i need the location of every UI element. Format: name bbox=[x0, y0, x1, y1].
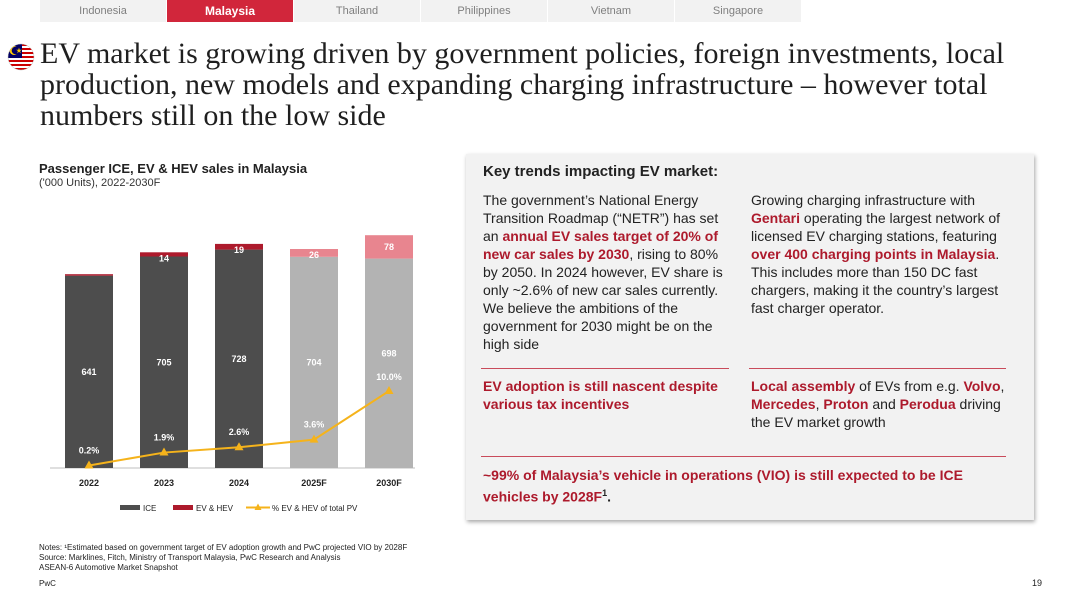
notes: Notes: ¹Estimated based on government ta… bbox=[39, 543, 407, 573]
chart-subtitle: ('000 Units), 2022-2030F bbox=[39, 177, 161, 189]
label-ev-2024: 19 bbox=[234, 245, 244, 255]
bar-ev-2023 bbox=[140, 252, 188, 257]
local-assembly-highlight: Local assembly bbox=[751, 378, 856, 394]
pct-marker-2024 bbox=[234, 442, 244, 451]
label-ev-2025F: 26 bbox=[309, 250, 319, 260]
country-tabs: Indonesia Malaysia Thailand Philippines … bbox=[40, 0, 802, 22]
bar-ice-2022 bbox=[65, 275, 113, 468]
bar-ev-2022 bbox=[65, 274, 113, 276]
label-ev-2023: 14 bbox=[159, 253, 169, 263]
bar-ev-2025F bbox=[290, 249, 338, 257]
bar-ice-2024 bbox=[215, 249, 263, 468]
tick-2025F: 2025F bbox=[301, 478, 327, 488]
tab-vietnam[interactable]: Vietnam bbox=[548, 0, 674, 22]
label-ice-2023: 705 bbox=[156, 357, 171, 367]
divider-bottom bbox=[481, 456, 1006, 457]
label-ice-2024: 728 bbox=[231, 354, 246, 364]
key-trends-panel: Key trends impacting EV market: The gove… bbox=[466, 154, 1034, 520]
local-assembly-paragraph: Local assembly of EVs from e.g. Volvo, M… bbox=[751, 377, 1011, 431]
ev-adoption-text: EV adoption is still nascent despite var… bbox=[483, 378, 718, 412]
pct-label-2030F: 10.0% bbox=[376, 372, 402, 382]
bar-ice-2023 bbox=[140, 256, 188, 468]
vio-statement: ~99% of Malaysia’s vehicle in operations… bbox=[483, 466, 1013, 506]
tick-2024: 2024 bbox=[229, 478, 249, 488]
label-ev-2022: 1 bbox=[86, 266, 91, 276]
volvo-highlight: Volvo bbox=[963, 378, 1001, 394]
label-ice-2025F: 704 bbox=[306, 357, 321, 367]
notes-line-1: Notes: ¹Estimated based on government ta… bbox=[39, 543, 408, 552]
key-trends-title: Key trends impacting EV market: bbox=[483, 163, 719, 180]
assembly-text-5: driving the EV market growth bbox=[751, 396, 1001, 430]
label-ice-2030F: 698 bbox=[381, 348, 396, 358]
charging-text-1: Growing charging infrastructure with bbox=[751, 192, 976, 208]
netr-text-2: , rising to 80% by 2050. In 2024 however… bbox=[483, 246, 723, 352]
proton-highlight: Proton bbox=[823, 396, 869, 412]
perodua-highlight: Perodua bbox=[899, 396, 956, 412]
tick-2023: 2023 bbox=[154, 478, 174, 488]
netr-paragraph: The government’s National Energy Transit… bbox=[483, 191, 735, 353]
tab-indonesia[interactable]: Indonesia bbox=[40, 0, 166, 22]
divider-right bbox=[749, 368, 1006, 369]
assembly-text-4: and bbox=[868, 396, 900, 412]
assembly-text-2: , bbox=[1000, 378, 1005, 394]
legend-label-pct: % EV & HEV of total PV bbox=[272, 504, 358, 513]
vio-text: ~99% of Malaysia’s vehicle in operations… bbox=[483, 467, 963, 505]
bar-ev-2030F bbox=[365, 235, 413, 259]
pct-marker-2022 bbox=[84, 460, 94, 469]
footer-brand: PwC bbox=[39, 579, 56, 588]
assembly-text-3: , bbox=[815, 396, 824, 412]
bar-ice-2030F bbox=[365, 258, 413, 468]
pct-marker-2030F bbox=[384, 386, 394, 394]
bar-ev-2024 bbox=[215, 243, 263, 250]
pct-marker-2025F bbox=[309, 434, 319, 443]
legend-label-ice: ICE bbox=[143, 504, 156, 513]
pct-label-2025F: 3.6% bbox=[304, 420, 325, 430]
pct-label-2022: 0.2% bbox=[79, 445, 100, 455]
tick-2022: 2022 bbox=[79, 478, 99, 488]
legend-line-marker bbox=[254, 503, 262, 510]
label-ice-2022: 641 bbox=[81, 367, 96, 377]
charging-text-2: operating the largest network of license… bbox=[751, 210, 1001, 244]
netr-target-highlight: annual EV sales target of 20% of new car… bbox=[483, 228, 718, 262]
divider-left bbox=[481, 368, 729, 369]
legend-swatch-ice bbox=[120, 505, 140, 510]
label-ev-2030F: 78 bbox=[384, 242, 394, 252]
tab-thailand[interactable]: Thailand bbox=[294, 0, 420, 22]
bar-ice-2025F bbox=[290, 256, 338, 468]
pct-marker-2023 bbox=[159, 447, 169, 456]
mercedes-highlight: Mercedes bbox=[751, 396, 816, 412]
sales-chart: 641 1 2022 705 14 2023 728 19 2024 704 26 2025F 698 7… bbox=[50, 235, 415, 513]
notes-report-name: ASEAN-6 Automotive Market Snapshot bbox=[39, 563, 178, 572]
pct-label-2024: 2.6% bbox=[229, 427, 250, 437]
charging-paragraph: Growing charging infrastructure with Gen… bbox=[751, 191, 1011, 317]
page-number: 19 bbox=[1031, 578, 1042, 588]
netr-text-1: The government’s National Energy Transit… bbox=[483, 192, 719, 244]
tab-malaysia[interactable]: Malaysia bbox=[167, 0, 293, 22]
charging-text-3: . This includes more than 150 DC fast ch… bbox=[751, 246, 1000, 316]
malaysia-flag-icon bbox=[7, 43, 35, 71]
tab-philippines[interactable]: Philippines bbox=[421, 0, 547, 22]
vio-period: . bbox=[607, 488, 611, 505]
chart-title: Passenger ICE, EV & HEV sales in Malaysi… bbox=[39, 161, 308, 176]
legend-swatch-ev bbox=[173, 505, 193, 510]
pct-label-2023: 1.9% bbox=[154, 433, 175, 443]
vio-footnote-ref: 1 bbox=[602, 488, 608, 498]
tab-singapore[interactable]: Singapore bbox=[675, 0, 801, 22]
tick-2030F: 2030F bbox=[376, 478, 402, 488]
notes-source: Source: Marklines, Fitch, Ministry of Tr… bbox=[39, 553, 341, 562]
page-title: EV market is growing driven by governmen… bbox=[40, 37, 1005, 132]
legend-label-ev: EV & HEV bbox=[196, 504, 234, 513]
charging-points-highlight: over 400 charging points in Malaysia bbox=[751, 246, 996, 262]
gentari-highlight: Gentari bbox=[751, 210, 801, 226]
assembly-text-1: of EVs from e.g. bbox=[855, 378, 964, 394]
